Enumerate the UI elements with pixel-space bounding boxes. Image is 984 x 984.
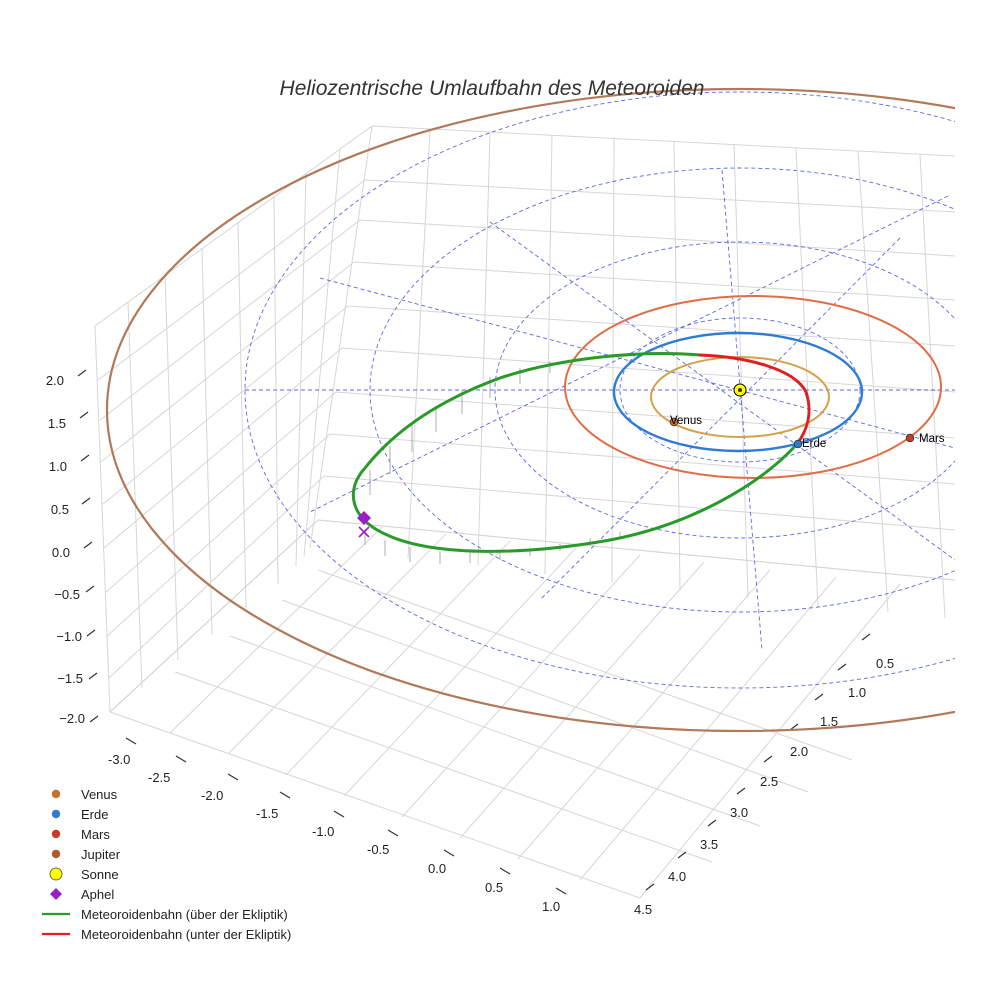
x-tick-label: 0.5 [485,880,503,895]
z-tick-label: 1.5 [48,416,66,431]
meteoroid-path-below [698,353,811,446]
y-tick-label: 1.0 [848,685,866,700]
svg-text:Aphel: Aphel [81,887,114,902]
reference-spoke [539,237,901,601]
z-tick-label: −0.5 [54,587,80,602]
mars-label: Mars [919,433,945,445]
pane-grid [94,125,956,899]
mars-orbit [564,295,942,479]
legend-item-meteoroid-above: Meteoroidenbahn (über der Ekliptik) [42,907,288,922]
svg-text:Jupiter: Jupiter [81,847,121,862]
z-tick-label: 2.0 [46,373,64,388]
venus-orbit [650,356,830,438]
z-tick-label: −1.5 [57,671,83,686]
z-tick-label: −2.0 [59,711,85,726]
ecliptic-reference-grid [244,91,955,689]
x-tick-label: -0.5 [367,842,389,857]
svg-text:Venus: Venus [81,787,118,802]
x-tick-label: -3.0 [108,752,130,767]
x-tick-label: -1.5 [256,806,278,821]
y-tick-label: 1.5 [820,714,838,729]
legend-item-aphelion: Aphel [50,887,114,902]
y-tick-label: 3.5 [700,837,718,852]
y-tick-label: 2.0 [790,744,808,759]
planet-orbits [106,87,955,733]
legend-item-mars: Mars [51,827,110,842]
meteoroid-orbit [351,352,811,553]
reference-spoke [721,169,763,651]
svg-text:Mars: Mars [81,827,110,842]
svg-text:Erde: Erde [81,807,108,822]
mars-marker [905,433,915,443]
z-tick-label: 0.0 [52,545,70,560]
y-tick-label: 4.0 [668,869,686,884]
chart-title: Heliozentrische Umlaufbahn des Meteoroid… [280,77,705,100]
meteoroid-path-above [351,352,799,553]
axis-tick-marks [77,369,871,895]
legend-item-venus: Venus [51,787,118,802]
z-axis-ticks: 2.0 1.5 1.0 0.5 0.0 −0.5 −1.0 −1.5 −2.0 [46,373,85,726]
earth-marker [793,439,803,449]
svg-text:Meteoroidenbahn (unter der Ekl: Meteoroidenbahn (unter der Ekliptik) [81,927,291,942]
legend-item-jupiter: Jupiter [51,847,121,862]
earth-label: Erde [802,438,826,450]
svg-text:Sonne: Sonne [81,867,119,882]
y-tick-label: 3.0 [730,805,748,820]
sun-marker [733,383,747,397]
legend-item-earth: Erde [51,807,108,822]
aphelion-projection-cross [358,526,370,538]
back-pane-grid [94,125,956,713]
x-tick-label: -2.0 [201,788,223,803]
z-tick-label: −1.0 [56,629,82,644]
venus-marker [669,417,679,427]
jupiter-orbit [106,87,955,733]
reference-ring [494,241,955,539]
x-tick-label: -2.5 [148,770,170,785]
z-tick-label: 1.0 [49,459,67,474]
x-tick-label: 1.0 [542,899,560,914]
y-tick-label: 4.5 [634,902,652,917]
x-tick-label: -1.0 [312,824,334,839]
y-tick-label: 2.5 [760,774,778,789]
reference-spoke [489,221,955,561]
y-tick-label: 0.5 [876,656,894,671]
z-tick-label: 0.5 [51,502,69,517]
planet-markers: Venus Erde Mars [669,415,945,450]
venus-label: Venus [670,415,702,427]
x-tick-label: 0.0 [428,861,446,876]
y-axis-ticks: 0.5 1.0 1.5 2.0 2.5 3.0 3.5 4.0 4.5 [634,656,894,917]
legend-item-sun: Sonne [49,867,119,882]
svg-text:Meteoroidenbahn (über der Ekli: Meteoroidenbahn (über der Ekliptik) [81,907,288,922]
legend-item-meteoroid-below: Meteoroidenbahn (unter der Ekliptik) [42,927,291,942]
legend: Venus Erde Mars Jupiter Sonne Aphel Mete… [42,787,291,942]
meteoroid-drop-lines [364,361,621,564]
reference-ring [244,91,955,689]
earth-orbit [612,331,864,453]
aphelion-marker [357,511,371,538]
x-axis-ticks: -3.0 -2.5 -2.0 -1.5 -1.0 -0.5 0.0 0.5 1.… [108,752,560,914]
reference-ring [369,167,955,613]
reference-ring [619,317,861,463]
floor-pane-grid [109,519,956,899]
